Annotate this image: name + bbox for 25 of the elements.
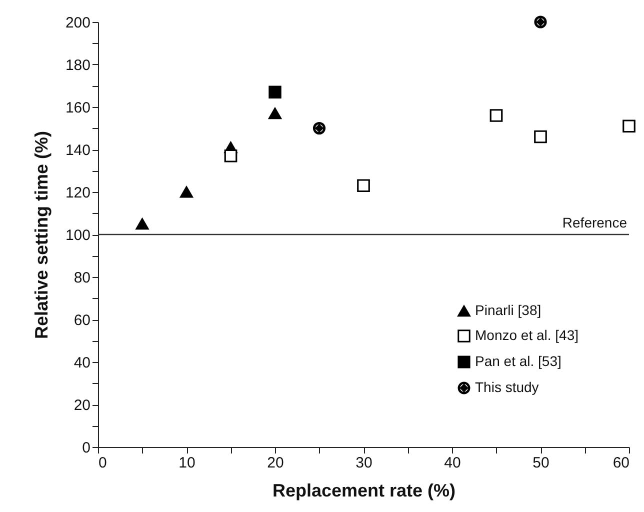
y-tick-label: 100 <box>65 227 90 244</box>
x-tick-label: 50 <box>532 454 550 472</box>
x-tick-label: 40 <box>444 454 461 472</box>
x-tick-label: 60 <box>612 454 630 472</box>
y-tick-label: 200 <box>65 14 90 32</box>
legend-label: This study <box>475 379 539 395</box>
y-tick-label: 20 <box>74 397 90 414</box>
y-tick-label: 60 <box>74 312 90 329</box>
ref-line-label: Reference <box>562 214 628 230</box>
legend-label: Monzo et al. [43] <box>475 327 579 343</box>
y-tick-label: 120 <box>65 184 90 202</box>
x-tick-label: 10 <box>178 454 196 472</box>
legend-label: Pan et al. [53] <box>475 353 562 369</box>
legend-label: Pinarli [38] <box>475 302 542 318</box>
y-tick-label: 40 <box>74 354 90 372</box>
x-tick-label: 30 <box>356 454 372 472</box>
x-axis-title: Replacement rate (%) <box>272 480 456 500</box>
y-tick-label: 140 <box>65 142 90 159</box>
x-tick-label: 0 <box>98 454 107 472</box>
y-axis-title: Relative setting time (%) <box>31 130 52 340</box>
y-tick-label: 0 <box>82 440 90 456</box>
y-tick-label: 160 <box>65 100 90 116</box>
y-tick-label: 80 <box>74 270 90 286</box>
y-tick-label: 180 <box>65 57 90 74</box>
x-tick-label: 20 <box>267 454 284 472</box>
